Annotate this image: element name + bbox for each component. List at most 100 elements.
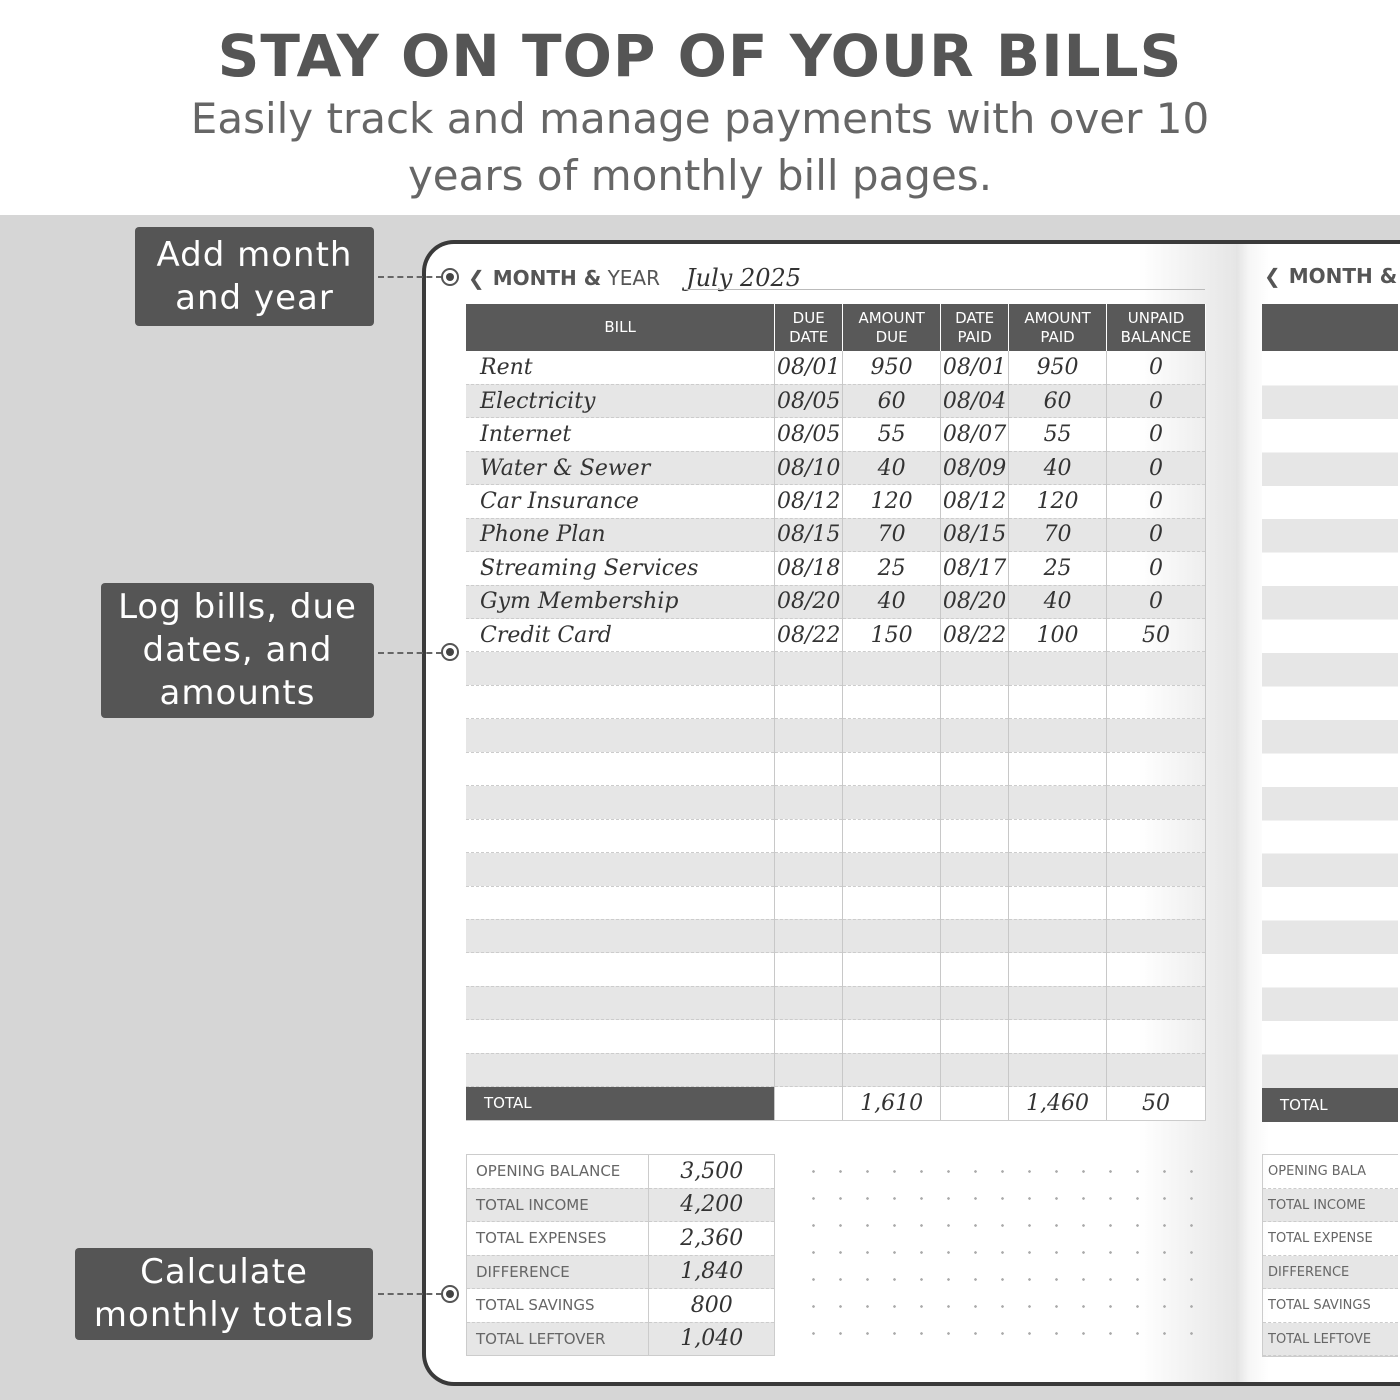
bill-value-cell[interactable] bbox=[1106, 986, 1206, 1021]
bill-value-cell[interactable] bbox=[940, 886, 1010, 920]
bill-value-cell[interactable] bbox=[1008, 718, 1108, 753]
month-year-value[interactable]: July 2025 bbox=[686, 264, 802, 292]
bill-value-cell[interactable] bbox=[1106, 718, 1206, 753]
bill-value-cell[interactable] bbox=[1008, 886, 1108, 920]
bill-value-cell[interactable]: 120 bbox=[842, 484, 942, 519]
bill-name-cell[interactable]: Credit Card bbox=[466, 618, 776, 653]
total-amount-paid[interactable]: 1,460 bbox=[1008, 1086, 1108, 1121]
bill-value-cell[interactable]: 40 bbox=[842, 585, 942, 620]
bill-value-cell[interactable] bbox=[774, 852, 844, 887]
bill-value-cell[interactable] bbox=[842, 1053, 942, 1088]
bill-name-cell[interactable]: Water & Sewer bbox=[466, 451, 776, 486]
bill-value-cell[interactable] bbox=[774, 986, 844, 1021]
bill-value-cell[interactable] bbox=[774, 718, 844, 753]
bill-value-cell[interactable]: 60 bbox=[842, 384, 942, 419]
bill-value-cell[interactable]: 40 bbox=[1008, 451, 1108, 486]
bill-name-cell[interactable] bbox=[466, 718, 776, 753]
bill-name-cell[interactable] bbox=[466, 819, 776, 854]
bill-value-cell[interactable] bbox=[1106, 785, 1206, 820]
bill-value-cell[interactable] bbox=[842, 852, 942, 887]
bill-value-cell[interactable] bbox=[1008, 785, 1108, 820]
total-amount-due[interactable]: 1,610 bbox=[842, 1086, 942, 1121]
bill-value-cell[interactable] bbox=[1106, 819, 1206, 854]
summary-value[interactable]: 1,840 bbox=[648, 1255, 775, 1289]
bill-value-cell[interactable]: 08/01 bbox=[940, 351, 1010, 385]
bill-value-cell[interactable] bbox=[940, 685, 1010, 720]
bill-value-cell[interactable] bbox=[940, 986, 1010, 1021]
bill-value-cell[interactable]: 0 bbox=[1106, 585, 1206, 620]
bill-value-cell[interactable]: 08/17 bbox=[940, 551, 1010, 586]
bill-value-cell[interactable]: 950 bbox=[1008, 351, 1108, 385]
bill-value-cell[interactable] bbox=[1008, 651, 1108, 686]
bill-value-cell[interactable] bbox=[940, 852, 1010, 887]
bill-value-cell[interactable] bbox=[1106, 651, 1206, 686]
bill-value-cell[interactable]: 0 bbox=[1106, 417, 1206, 452]
bill-name-cell[interactable] bbox=[466, 986, 776, 1021]
bill-value-cell[interactable] bbox=[842, 986, 942, 1021]
summary-value[interactable]: 800 bbox=[648, 1288, 775, 1323]
bill-value-cell[interactable] bbox=[1106, 1019, 1206, 1054]
bill-value-cell[interactable]: 60 bbox=[1008, 384, 1108, 419]
bill-value-cell[interactable] bbox=[1008, 1053, 1108, 1088]
bill-value-cell[interactable]: 55 bbox=[1008, 417, 1108, 452]
bill-value-cell[interactable]: 25 bbox=[1008, 551, 1108, 586]
bill-value-cell[interactable] bbox=[842, 819, 942, 854]
bill-name-cell[interactable] bbox=[466, 919, 776, 954]
bill-value-cell[interactable]: 25 bbox=[842, 551, 942, 586]
bill-value-cell[interactable] bbox=[1008, 852, 1108, 887]
bill-name-cell[interactable]: Car Insurance bbox=[466, 484, 776, 519]
bill-value-cell[interactable]: 0 bbox=[1106, 351, 1206, 385]
bill-name-cell[interactable]: Phone Plan bbox=[466, 518, 776, 553]
bill-value-cell[interactable]: 08/09 bbox=[940, 451, 1010, 486]
bill-value-cell[interactable] bbox=[842, 718, 942, 753]
bill-value-cell[interactable]: 150 bbox=[842, 618, 942, 653]
bill-value-cell[interactable]: 08/10 bbox=[774, 451, 844, 486]
bill-value-cell[interactable]: 40 bbox=[1008, 585, 1108, 620]
bill-value-cell[interactable] bbox=[1106, 752, 1206, 787]
bill-value-cell[interactable] bbox=[940, 919, 1010, 954]
bill-value-cell[interactable]: 50 bbox=[1106, 618, 1206, 653]
bill-name-cell[interactable] bbox=[466, 852, 776, 887]
bill-value-cell[interactable]: 0 bbox=[1106, 384, 1206, 419]
bill-value-cell[interactable] bbox=[774, 1053, 844, 1088]
bill-value-cell[interactable]: 120 bbox=[1008, 484, 1108, 519]
bill-value-cell[interactable]: 08/12 bbox=[940, 484, 1010, 519]
bill-value-cell[interactable] bbox=[774, 651, 844, 686]
bill-value-cell[interactable] bbox=[940, 651, 1010, 686]
bill-value-cell[interactable] bbox=[1106, 886, 1206, 920]
bill-value-cell[interactable]: 950 bbox=[842, 351, 942, 385]
bill-value-cell[interactable] bbox=[1008, 952, 1108, 987]
bill-value-cell[interactable] bbox=[940, 718, 1010, 753]
bill-value-cell[interactable]: 08/15 bbox=[774, 518, 844, 553]
bill-value-cell[interactable] bbox=[940, 785, 1010, 820]
summary-value[interactable]: 2,360 bbox=[648, 1221, 775, 1256]
bill-value-cell[interactable] bbox=[842, 685, 942, 720]
bill-value-cell[interactable] bbox=[940, 752, 1010, 787]
bill-value-cell[interactable]: 55 bbox=[842, 417, 942, 452]
bill-value-cell[interactable] bbox=[1106, 952, 1206, 987]
bill-value-cell[interactable]: 08/01 bbox=[774, 351, 844, 385]
bill-value-cell[interactable]: 08/05 bbox=[774, 384, 844, 419]
bill-value-cell[interactable]: 0 bbox=[1106, 451, 1206, 486]
bill-value-cell[interactable] bbox=[1106, 852, 1206, 887]
bill-value-cell[interactable] bbox=[1008, 919, 1108, 954]
bill-value-cell[interactable] bbox=[940, 819, 1010, 854]
bill-value-cell[interactable]: 08/20 bbox=[774, 585, 844, 620]
bill-name-cell[interactable]: Streaming Services bbox=[466, 551, 776, 586]
bill-name-cell[interactable] bbox=[466, 752, 776, 787]
bill-value-cell[interactable] bbox=[1106, 685, 1206, 720]
bill-value-cell[interactable] bbox=[1008, 819, 1108, 854]
bill-name-cell[interactable] bbox=[466, 685, 776, 720]
bill-name-cell[interactable] bbox=[466, 651, 776, 686]
bill-value-cell[interactable]: 08/22 bbox=[940, 618, 1010, 653]
bill-value-cell[interactable] bbox=[842, 651, 942, 686]
bill-name-cell[interactable]: Rent bbox=[466, 351, 776, 385]
bill-value-cell[interactable] bbox=[842, 919, 942, 954]
bill-value-cell[interactable]: 70 bbox=[842, 518, 942, 553]
bill-value-cell[interactable]: 08/05 bbox=[774, 417, 844, 452]
bill-name-cell[interactable] bbox=[466, 785, 776, 820]
bill-value-cell[interactable] bbox=[842, 1019, 942, 1054]
bill-value-cell[interactable]: 08/15 bbox=[940, 518, 1010, 553]
bill-value-cell[interactable]: 08/07 bbox=[940, 417, 1010, 452]
bill-name-cell[interactable] bbox=[466, 1019, 776, 1054]
